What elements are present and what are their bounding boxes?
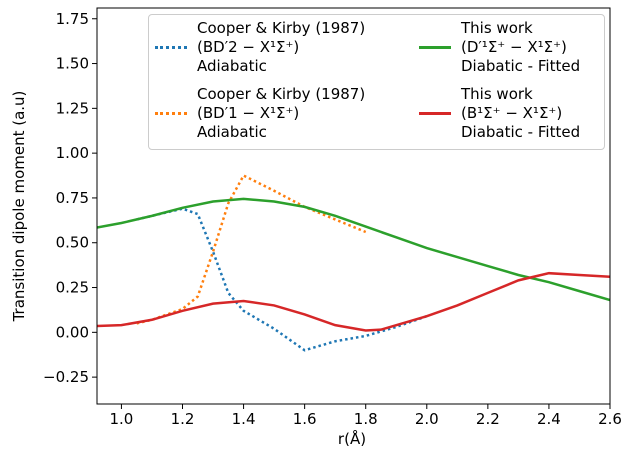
y-tick-label: 0.75 xyxy=(56,189,89,207)
x-tick-label: 1.6 xyxy=(293,410,317,428)
series-line xyxy=(97,271,610,332)
legend-handle xyxy=(419,46,451,49)
x-tick-label: 1.2 xyxy=(171,410,195,428)
x-tick-label: 1.4 xyxy=(232,410,256,428)
y-tick-label: 1.50 xyxy=(56,55,89,73)
y-tick-label: 1.75 xyxy=(56,10,89,28)
series-line xyxy=(97,197,610,302)
legend: Cooper & Kirby (1987) (BD′2 − X¹Σ⁺) Adia… xyxy=(148,14,605,150)
legend-handle xyxy=(419,112,451,115)
x-tick-label: 2.2 xyxy=(476,410,500,428)
x-tick-label: 2.6 xyxy=(598,410,622,428)
legend-label: Cooper & Kirby (1987) (BD′1 − X¹Σ⁺) Adia… xyxy=(197,85,366,141)
y-tick-label: 0.00 xyxy=(56,323,89,341)
plot-frame xyxy=(96,7,611,405)
legend-handle xyxy=(155,46,187,49)
y-tick-label: 1.00 xyxy=(56,144,89,162)
x-tick-label: 2.0 xyxy=(415,410,439,428)
series-line xyxy=(136,207,428,352)
legend-label: This work (D′¹Σ⁺ − X¹Σ⁺) Diabatic - Fitt… xyxy=(461,19,581,75)
y-axis-label: Transition dipole moment (a.u) xyxy=(10,91,28,323)
x-tick-label: 1.8 xyxy=(354,410,378,428)
legend-label: This work (B¹Σ⁺ − X¹Σ⁺) Diabatic - Fitte… xyxy=(461,85,581,141)
x-axis-label: r(Å) xyxy=(338,429,366,448)
y-tick-label: −0.25 xyxy=(43,368,89,386)
legend-handle xyxy=(155,112,187,115)
x-tick-label: 1.0 xyxy=(109,410,133,428)
legend-label: Cooper & Kirby (1987) (BD′2 − X¹Σ⁺) Adia… xyxy=(197,19,366,75)
y-tick-label: 1.25 xyxy=(56,99,89,117)
y-tick-label: 0.25 xyxy=(56,279,89,297)
x-tick-label: 2.4 xyxy=(537,410,561,428)
y-tick-label: 0.50 xyxy=(56,234,89,252)
